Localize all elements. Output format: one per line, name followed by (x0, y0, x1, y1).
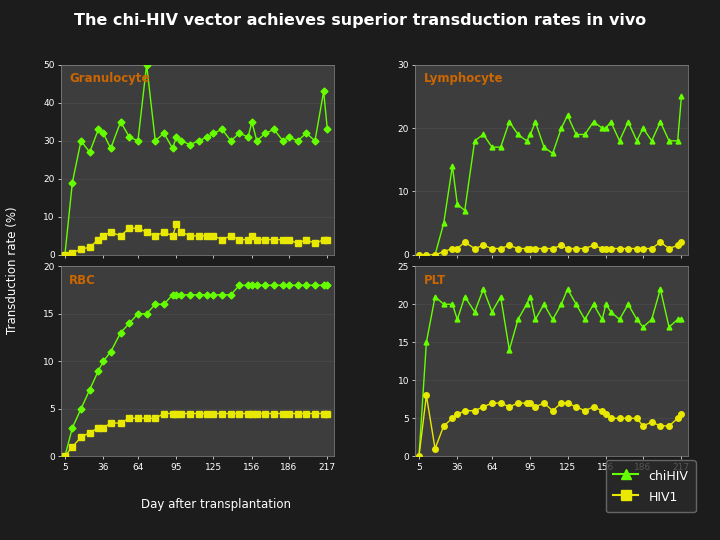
Text: Lymphocyte: Lymphocyte (423, 72, 503, 85)
Text: PLT: PLT (423, 274, 446, 287)
Text: RBC: RBC (69, 274, 96, 287)
Text: Day after transplantation: Day after transplantation (141, 498, 291, 511)
Text: The chi-HIV vector achieves superior transduction rates in vivo: The chi-HIV vector achieves superior tra… (74, 14, 646, 29)
Legend: chiHIV, HIV1: chiHIV, HIV1 (606, 461, 696, 512)
Text: Transduction rate (%): Transduction rate (%) (6, 206, 19, 334)
Text: Granulocyte: Granulocyte (69, 72, 150, 85)
